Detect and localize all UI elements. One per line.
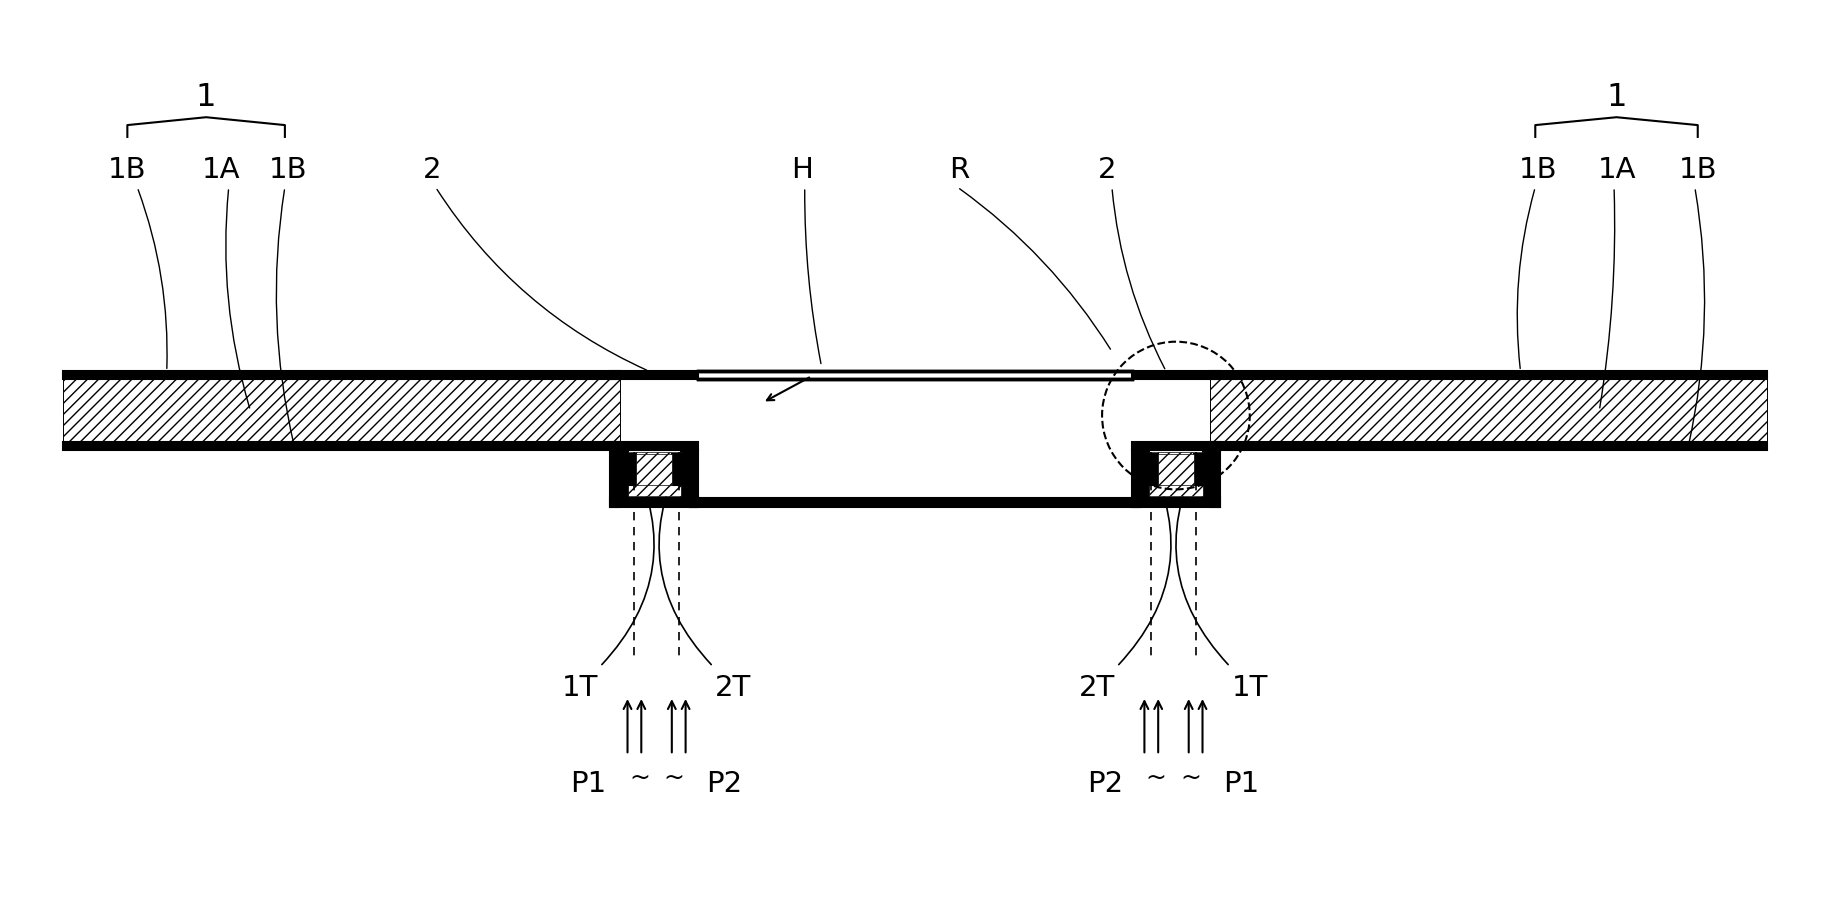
Bar bbox=[1131, 499, 1219, 507]
Bar bbox=[690, 450, 697, 507]
Bar bbox=[609, 450, 619, 507]
Bar bbox=[609, 371, 697, 379]
Bar bbox=[64, 379, 619, 442]
Bar bbox=[697, 371, 1131, 379]
Bar bbox=[1140, 452, 1149, 496]
Bar bbox=[1210, 442, 1766, 450]
Text: 1A: 1A bbox=[201, 157, 240, 184]
Bar bbox=[1131, 442, 1219, 450]
Bar bbox=[609, 442, 697, 450]
Text: 1T: 1T bbox=[1232, 674, 1266, 703]
Text: 1: 1 bbox=[196, 82, 216, 113]
Text: P1: P1 bbox=[1222, 770, 1259, 798]
Text: 2: 2 bbox=[423, 157, 441, 184]
Bar bbox=[628, 454, 637, 485]
Bar bbox=[1149, 454, 1158, 485]
Text: ~: ~ bbox=[1146, 766, 1166, 790]
Text: ~: ~ bbox=[662, 766, 684, 790]
Bar bbox=[609, 499, 697, 507]
Bar bbox=[690, 499, 1140, 507]
Text: 1: 1 bbox=[1605, 82, 1625, 113]
Text: 2: 2 bbox=[1098, 157, 1116, 184]
Bar bbox=[64, 371, 619, 379]
Bar bbox=[619, 452, 628, 496]
Bar bbox=[1131, 450, 1140, 507]
Text: 1B: 1B bbox=[108, 157, 146, 184]
Text: 2T: 2T bbox=[714, 674, 750, 703]
Text: R: R bbox=[948, 157, 968, 184]
Bar bbox=[1158, 454, 1193, 485]
Text: ~: ~ bbox=[628, 766, 650, 790]
Bar bbox=[1149, 452, 1202, 496]
Bar bbox=[1210, 371, 1766, 379]
Bar bbox=[64, 442, 619, 450]
Text: P1: P1 bbox=[571, 770, 606, 798]
Bar bbox=[1202, 452, 1211, 496]
Bar bbox=[681, 452, 690, 496]
Text: P2: P2 bbox=[706, 770, 741, 798]
Text: 1B: 1B bbox=[269, 157, 307, 184]
Bar bbox=[1210, 379, 1766, 442]
Text: H: H bbox=[791, 157, 813, 184]
Text: 1A: 1A bbox=[1598, 157, 1636, 184]
Text: P2: P2 bbox=[1087, 770, 1124, 798]
Bar bbox=[1193, 454, 1202, 485]
Bar bbox=[628, 452, 681, 496]
Text: 1T: 1T bbox=[562, 674, 598, 703]
Bar bbox=[637, 454, 672, 485]
Text: 1B: 1B bbox=[1678, 157, 1717, 184]
Bar bbox=[672, 454, 681, 485]
Bar bbox=[1211, 450, 1219, 507]
Bar bbox=[1131, 371, 1219, 379]
Text: ~: ~ bbox=[1180, 766, 1200, 790]
Text: 2T: 2T bbox=[1078, 674, 1114, 703]
Text: 1B: 1B bbox=[1519, 157, 1557, 184]
